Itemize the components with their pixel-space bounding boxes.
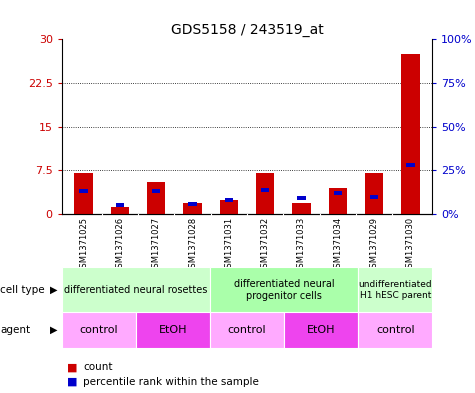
Text: undifferentiated
H1 hESC parent: undifferentiated H1 hESC parent — [359, 280, 432, 299]
Text: GSM1371030: GSM1371030 — [406, 217, 415, 273]
Bar — [62, 267, 210, 312]
Text: control: control — [79, 325, 118, 335]
Bar — [62, 312, 136, 348]
Text: control: control — [376, 325, 415, 335]
Text: ■: ■ — [66, 377, 77, 387]
Bar — [136, 312, 210, 348]
Bar — [358, 267, 432, 312]
Text: GSM1371025: GSM1371025 — [79, 217, 88, 273]
Text: GSM1371028: GSM1371028 — [188, 217, 197, 273]
Bar — [370, 195, 378, 199]
Bar — [79, 189, 87, 193]
Bar — [401, 54, 419, 214]
Bar — [111, 207, 129, 214]
Bar — [407, 163, 415, 167]
Bar — [147, 182, 165, 214]
Text: count: count — [83, 362, 113, 373]
Bar — [297, 196, 305, 200]
Bar — [183, 202, 201, 214]
Bar — [293, 202, 311, 214]
Text: agent: agent — [0, 325, 30, 335]
Text: ▶: ▶ — [50, 325, 57, 335]
Bar — [152, 189, 160, 193]
Bar — [116, 204, 124, 208]
Text: cell type: cell type — [0, 285, 45, 295]
Text: differentiated neural rosettes: differentiated neural rosettes — [64, 285, 208, 295]
Text: GSM1371033: GSM1371033 — [297, 217, 306, 273]
Text: EtOH: EtOH — [159, 325, 187, 335]
Bar — [284, 312, 358, 348]
Bar — [365, 173, 383, 214]
Text: ▶: ▶ — [50, 285, 57, 295]
Bar — [220, 200, 238, 214]
Text: GSM1371029: GSM1371029 — [370, 217, 379, 273]
Text: GSM1371034: GSM1371034 — [333, 217, 342, 273]
Text: GSM1371026: GSM1371026 — [115, 217, 124, 273]
Text: GSM1371031: GSM1371031 — [224, 217, 233, 273]
Text: differentiated neural
progenitor cells: differentiated neural progenitor cells — [234, 279, 334, 301]
Bar — [334, 191, 342, 195]
Bar — [225, 198, 233, 202]
Bar — [256, 173, 274, 214]
Bar — [210, 267, 358, 312]
Text: EtOH: EtOH — [307, 325, 335, 335]
Text: percentile rank within the sample: percentile rank within the sample — [83, 377, 259, 387]
Text: GSM1371032: GSM1371032 — [261, 217, 270, 273]
Title: GDS5158 / 243519_at: GDS5158 / 243519_at — [171, 23, 323, 37]
Bar — [189, 202, 197, 206]
Bar — [329, 188, 347, 214]
Text: control: control — [228, 325, 266, 335]
Bar — [210, 312, 284, 348]
Text: GSM1371027: GSM1371027 — [152, 217, 161, 273]
Bar — [358, 312, 432, 348]
Bar — [75, 173, 93, 214]
Bar — [261, 188, 269, 192]
Text: ■: ■ — [66, 362, 77, 373]
